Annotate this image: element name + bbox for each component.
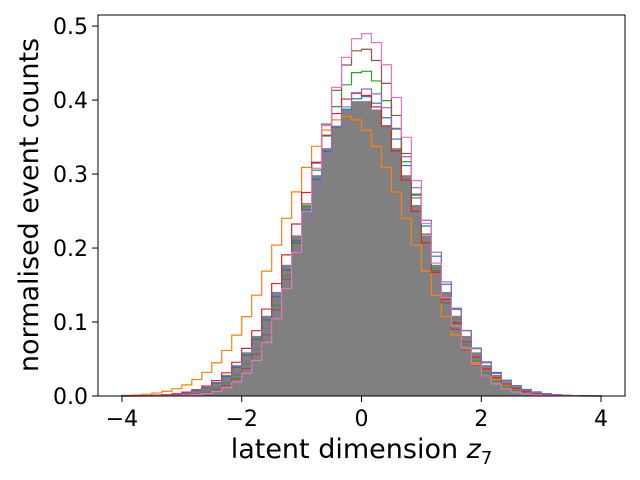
y-tick-label: 0.1 — [53, 311, 88, 336]
x-axis-ticks: −4 −2 0 2 4 — [106, 396, 608, 432]
y-tick-label: 0.0 — [53, 385, 88, 410]
histogram-bar — [231, 365, 243, 396]
histogram-bar — [461, 335, 472, 396]
histogram-bar — [371, 109, 382, 396]
x-axis-label-main: latent dimension — [231, 434, 467, 465]
x-axis-label: latent dimension z7 — [231, 434, 493, 469]
x-tick-label: −4 — [106, 407, 138, 432]
histogram-bar — [481, 365, 492, 396]
x-tick-label: 4 — [594, 407, 608, 432]
histogram-bar — [391, 148, 402, 396]
histogram-bar — [451, 315, 462, 396]
x-tick-label: 2 — [474, 407, 488, 432]
histogram-bar — [251, 335, 263, 396]
x-axis-label-var: z — [466, 434, 482, 465]
histogram-bar — [401, 175, 412, 396]
x-axis-label-sub: 7 — [481, 448, 492, 469]
y-tick-label: 0.5 — [53, 15, 88, 40]
y-tick-label: 0.4 — [53, 89, 88, 114]
histogram-bar — [281, 264, 293, 396]
y-axis-label: normalised event counts — [14, 38, 45, 372]
filled-histogram — [121, 101, 602, 396]
histogram-bar — [241, 352, 253, 396]
histogram-bar — [421, 235, 432, 396]
histogram-bar — [291, 235, 303, 396]
histogram-bar — [211, 381, 223, 396]
histogram-bar — [471, 352, 482, 396]
histogram-bar — [331, 125, 342, 396]
histogram-bar — [441, 291, 452, 396]
y-axis-ticks: 0.0 0.1 0.2 0.3 0.4 0.5 — [53, 15, 98, 410]
histogram-bar — [361, 101, 372, 396]
x-tick-label: 0 — [355, 407, 369, 432]
x-tick-label: −2 — [226, 407, 258, 432]
histogram-bar — [341, 109, 352, 396]
histogram-bar — [381, 125, 392, 396]
step-histogram-line-4 — [121, 92, 602, 397]
step-histograms — [121, 33, 602, 397]
histogram-bar — [271, 291, 283, 396]
y-tick-label: 0.3 — [53, 163, 88, 188]
histogram-bar — [431, 264, 442, 396]
histogram-bar — [351, 101, 362, 396]
histogram-bar — [311, 175, 322, 396]
histogram-bar — [411, 204, 422, 396]
step-histogram-line-7 — [121, 33, 602, 397]
histogram-bar — [491, 374, 502, 396]
histogram-bar — [261, 315, 273, 396]
y-tick-label: 0.2 — [53, 237, 88, 262]
histogram-bar — [301, 204, 312, 396]
histogram-bar — [321, 148, 332, 396]
